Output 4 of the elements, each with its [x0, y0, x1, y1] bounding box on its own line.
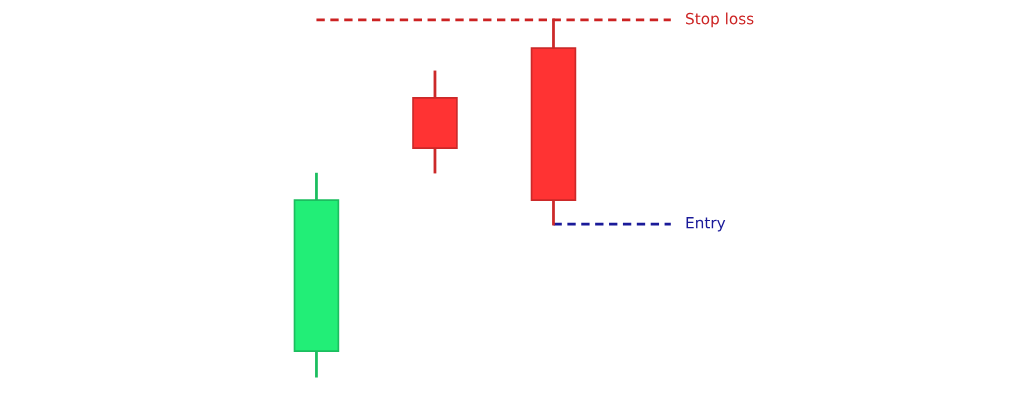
ref-line-label: Entry: [686, 217, 726, 232]
ref-line-label: Stop loss: [686, 12, 754, 28]
candlestick: [412, 70, 458, 174]
candlestick: [293, 172, 340, 378]
